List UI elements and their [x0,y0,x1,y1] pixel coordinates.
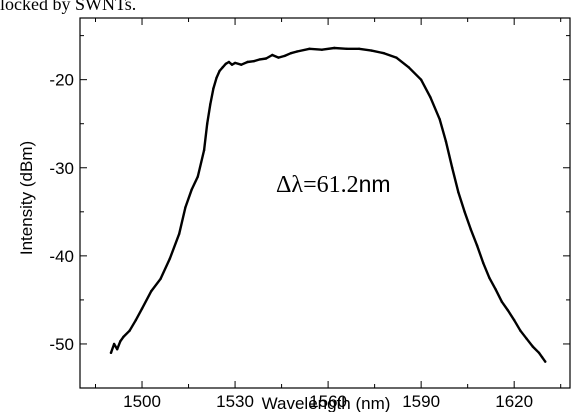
spectrum-point [333,46,336,50]
spectrum-point [451,166,454,169]
spectrum-point [116,348,119,351]
spectrum-point [382,52,386,55]
spectrum-point [264,57,268,60]
x-tick-label: 1590 [402,392,440,411]
bandwidth-annotation-unit: nm [359,171,391,197]
spectrum-point [233,61,237,65]
spectrum-point [289,52,293,55]
y-tick-label: -20 [49,71,74,90]
spectrum-point [438,118,441,121]
spectrum-point [506,309,510,312]
spectrum-point [150,289,153,293]
spectrum-point [240,63,243,66]
spectrum-point [190,188,193,191]
spectrum-point [196,175,199,178]
plot-frame [79,17,571,389]
x-tick-label: 1530 [216,392,254,411]
spectrum-point [531,345,534,348]
y-tick-label: -30 [49,159,74,178]
x-tick-label: 1560 [309,392,347,411]
spectrum-point [218,69,221,73]
spectrum-point [544,360,547,363]
spectrum-point [444,140,448,143]
spectrum-point [134,319,137,322]
spectrum-point [320,48,324,51]
plot-area-border [79,17,571,389]
spectrum-point [215,76,218,80]
y-tick-label: -40 [49,247,74,266]
spectrum-point [109,351,113,354]
spectrum-point [295,50,299,53]
spectrum-point [469,228,472,231]
spectrum-point [482,261,485,265]
spectrum-point [252,60,255,63]
spectrum-point [212,87,215,90]
spectrum-point [525,337,528,340]
spectrum-point [128,329,131,332]
spectrum-point [283,54,286,58]
spectrum-point [140,307,144,310]
spectrum-point [277,56,280,59]
spectrum-point [370,49,373,52]
spectrum-point [246,60,249,64]
y-axis-title: Intensity (dBm) [17,141,36,255]
spectrum-point [494,288,497,291]
spectrum-point [540,356,544,359]
spectrum-point [119,340,122,343]
bandwidth-annotation: Δλ=61.2nm [276,171,391,198]
spectrum-point [357,47,361,50]
spectrum-point [202,148,206,152]
bandwidth-annotation-value: Δλ=61.2 [276,172,359,198]
figure-caption-fragment: locked by SWNTs. [0,0,137,14]
spectrum-point [224,62,227,65]
x-tick-label: 1500 [123,392,161,411]
spectrum-point [519,329,522,332]
spectrum-point [457,191,460,194]
y-tick-label: -50 [49,335,74,354]
spectrum-point [407,66,410,69]
x-tick-label: 1620 [495,392,533,411]
spectrum-point [209,103,212,106]
spectrum-point [345,47,348,50]
x-axis-ticks: 1500 1530 1560 1590 1620 [95,18,562,411]
spectrum-point [429,96,432,99]
spectrum-point [230,63,234,66]
spectrum-point [184,206,187,209]
spectrum-point [419,78,423,81]
spectrum-point [122,335,125,339]
spectrum-point [159,277,162,280]
spectrum-point [206,122,209,125]
spectrum-point [271,53,274,57]
spectrum-point [537,351,541,354]
spectrum-point [112,342,116,346]
spectrum-point [475,244,479,247]
spectrum-point [258,58,262,61]
spectrum-point [221,66,224,69]
spectrum-point [168,257,172,260]
spectrum-point [500,300,503,303]
spectrum-point [178,232,181,235]
spectrum-point [395,56,398,59]
spectrum-point [513,319,516,322]
spectrum-point [308,47,311,50]
y-axis-ticks: -20 -30 -40 -50 [49,35,570,354]
x-axis-title: Wavelength (nm) [262,394,391,412]
spectrum-line [109,46,547,363]
spectrum-point [488,276,491,280]
spectrum-point [463,210,466,213]
series-layer [109,46,547,363]
spectrum-point [227,60,231,64]
